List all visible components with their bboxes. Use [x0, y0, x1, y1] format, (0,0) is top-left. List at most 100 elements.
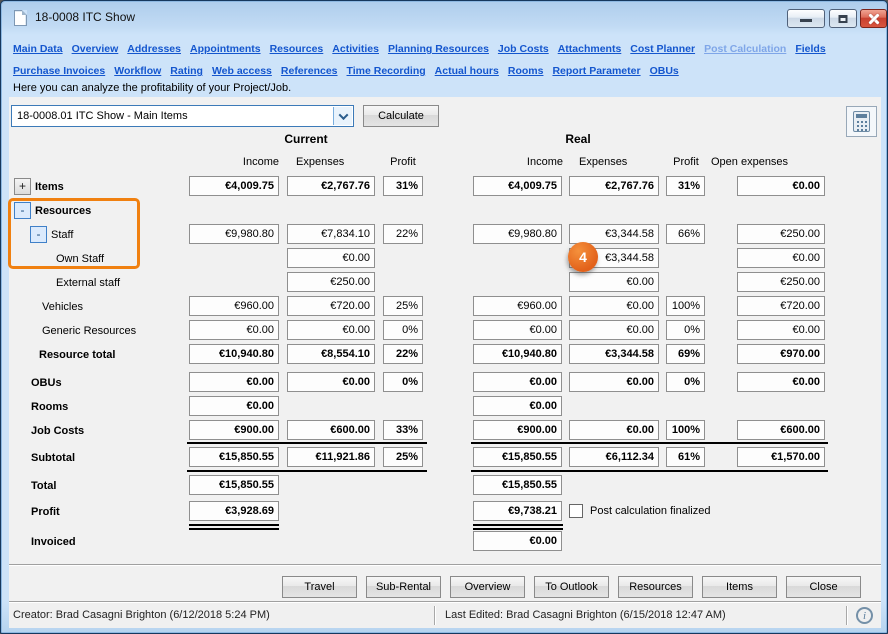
- chevron-down-icon[interactable]: [333, 107, 352, 125]
- cell-subtotal-ce: €11,921.86: [287, 447, 375, 467]
- cell-items-rp: 31%: [666, 176, 705, 196]
- row-label-job_costs: Job Costs: [31, 425, 85, 437]
- row-label-invoiced: Invoiced: [31, 536, 76, 548]
- restore-button[interactable]: [829, 9, 857, 28]
- close-button[interactable]: [860, 9, 887, 28]
- col-header-real-income: Income: [526, 156, 563, 168]
- menu-link-planning-resources[interactable]: Planning Resources: [387, 43, 489, 55]
- footer-button-row: Travel Sub-Rental Overview To Outlook Resour…: [282, 576, 861, 598]
- statusbar: Creator: Brad Casagni Brighton (6/12/201…: [9, 602, 881, 628]
- overview-button[interactable]: Overview: [450, 576, 525, 598]
- menu-link-post-calculation[interactable]: Post Calculation: [704, 43, 787, 55]
- titlebar: 18-0008 ITC Show: [1, 1, 887, 33]
- cell-subtotal-ci: €15,850.55: [189, 447, 279, 467]
- cell-obus-cp: 0%: [383, 372, 423, 392]
- cell-external_staff-re: €0.00: [569, 272, 659, 292]
- menu-link-obus[interactable]: OBUs: [649, 65, 679, 77]
- cell-subtotal-rp: 61%: [666, 447, 705, 467]
- cell-vehicles-ce: €720.00: [287, 296, 375, 316]
- cell-own_staff-ce: €0.00: [287, 248, 375, 268]
- window-title: 18-0008 ITC Show: [35, 10, 136, 24]
- post-calculation-finalized-checkbox[interactable]: [569, 504, 583, 518]
- document-icon: [14, 10, 27, 26]
- row-label-vehicles: Vehicles: [42, 301, 83, 313]
- cell-generic_resources-re: €0.00: [569, 320, 659, 340]
- cell-vehicles-ri: €960.00: [473, 296, 562, 316]
- menu-link-addresses[interactable]: Addresses: [127, 43, 181, 55]
- cell-subtotal-ri: €15,850.55: [473, 447, 562, 467]
- cell-generic_resources-ci: €0.00: [189, 320, 279, 340]
- menu-link-web-access[interactable]: Web access: [211, 65, 272, 77]
- cell-job_costs-rp: 100%: [666, 420, 705, 440]
- menu-link-overview[interactable]: Overview: [71, 43, 119, 55]
- menu-link-resources[interactable]: Resources: [269, 43, 324, 55]
- creator-text: Creator: Brad Casagni Brighton (6/12/201…: [13, 609, 270, 621]
- menu-row-2: Purchase Invoices Workflow Rating Web acces…: [13, 61, 881, 78]
- statusbar-divider: [434, 606, 436, 625]
- cell-staff-ci: €9,980.80: [189, 224, 279, 244]
- expander-items[interactable]: +: [14, 178, 31, 195]
- expander-resources[interactable]: -: [14, 202, 31, 219]
- cell-items-ci: €4,009.75: [189, 176, 279, 196]
- info-icon[interactable]: i: [856, 607, 873, 624]
- col-header-current-income: Income: [242, 156, 279, 168]
- menu-link-rating[interactable]: Rating: [170, 65, 203, 77]
- cell-staff-ri: €9,980.80: [473, 224, 562, 244]
- minimize-button[interactable]: [787, 9, 825, 28]
- row-label-staff: Staff: [51, 229, 74, 241]
- menu-link-cost-planner[interactable]: Cost Planner: [630, 43, 696, 55]
- cell-generic_resources-rp: 0%: [666, 320, 705, 340]
- menu-link-time-recording[interactable]: Time Recording: [346, 65, 426, 77]
- calculator-button[interactable]: [846, 106, 877, 137]
- items-button[interactable]: Items: [702, 576, 777, 598]
- cell-staff-oe: €250.00: [737, 224, 825, 244]
- close-button[interactable]: Close: [786, 576, 861, 598]
- cell-job_costs-ri: €900.00: [473, 420, 562, 440]
- cell-subtotal-oe: €1,570.00: [737, 447, 825, 467]
- menu-link-main-data[interactable]: Main Data: [13, 43, 63, 55]
- cell-vehicles-oe: €720.00: [737, 296, 825, 316]
- row-label-own_staff: Own Staff: [56, 253, 105, 265]
- calculate-button[interactable]: Calculate: [363, 105, 439, 127]
- menu-link-attachments[interactable]: Attachments: [557, 43, 622, 55]
- menu-link-workflow[interactable]: Workflow: [114, 65, 162, 77]
- minimize-icon: [800, 19, 812, 22]
- cell-total-ri: €15,850.55: [473, 475, 562, 495]
- row-label-profit: Profit: [31, 506, 60, 518]
- cell-resource_total-cp: 22%: [383, 344, 423, 364]
- menu-link-rooms[interactable]: Rooms: [507, 65, 544, 77]
- expander-staff[interactable]: -: [30, 226, 47, 243]
- col-header-current-expenses: Expenses: [296, 156, 345, 168]
- cell-profit-ri: €9,738.21: [473, 501, 562, 521]
- travel-button[interactable]: Travel: [282, 576, 357, 598]
- cell-own_staff-oe: €0.00: [737, 248, 825, 268]
- job-selector-value: 18-0008.01 ITC Show - Main Items: [17, 110, 188, 122]
- row-label-rooms: Rooms: [31, 401, 69, 413]
- rule-above-subtotal-current: [187, 442, 427, 444]
- annotation-highlight-box: [8, 198, 140, 269]
- job-selector[interactable]: 18-0008.01 ITC Show - Main Items: [11, 105, 354, 127]
- sub-rental-button[interactable]: Sub-Rental: [366, 576, 441, 598]
- menu-link-appointments[interactable]: Appointments: [190, 43, 261, 55]
- cell-obus-ri: €0.00: [473, 372, 562, 392]
- rule-below-subtotal-current: [187, 470, 427, 472]
- cell-job_costs-ce: €600.00: [287, 420, 375, 440]
- footer-divider: [9, 564, 881, 566]
- cell-resource_total-ci: €10,940.80: [189, 344, 279, 364]
- menu-link-fields[interactable]: Fields: [795, 43, 826, 55]
- to-outlook-button[interactable]: To Outlook: [534, 576, 609, 598]
- cell-job_costs-re: €0.00: [569, 420, 659, 440]
- menu-link-purchase-invoices[interactable]: Purchase Invoices: [13, 65, 106, 77]
- col-header-real-profit: Profit: [673, 156, 699, 168]
- annotation-step-badge: 4: [568, 242, 598, 272]
- cell-vehicles-rp: 100%: [666, 296, 705, 316]
- cell-external_staff-ce: €250.00: [287, 272, 375, 292]
- cell-staff-cp: 22%: [383, 224, 423, 244]
- menu-link-references[interactable]: References: [280, 65, 338, 77]
- cell-items-re: €2,767.76: [569, 176, 659, 196]
- menu-link-activities[interactable]: Activities: [332, 43, 379, 55]
- resources-button[interactable]: Resources: [618, 576, 693, 598]
- menu-link-job-costs[interactable]: Job Costs: [497, 43, 549, 55]
- menu-link-actual-hours[interactable]: Actual hours: [434, 65, 499, 77]
- menu-link-report-parameter[interactable]: Report Parameter: [552, 65, 641, 77]
